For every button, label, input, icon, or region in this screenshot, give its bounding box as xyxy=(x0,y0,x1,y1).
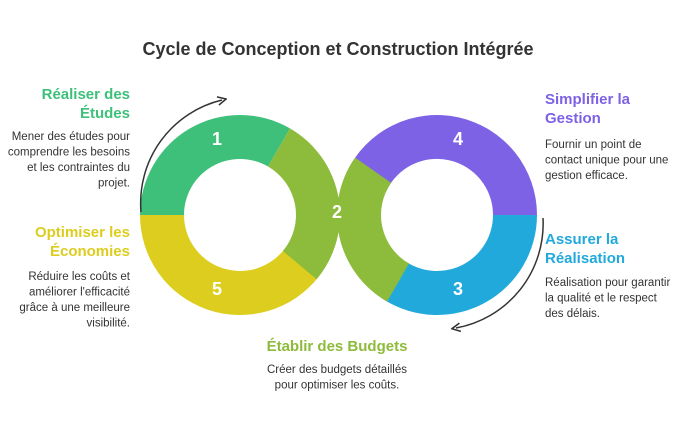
step-description: Réduire les coûts et xyxy=(28,271,130,283)
step-heading: Études xyxy=(80,105,130,122)
segment xyxy=(346,115,537,215)
step-description: la qualité et le respect xyxy=(545,293,658,305)
step-heading: Optimiser les xyxy=(35,224,130,241)
cycle-arrow xyxy=(456,217,544,328)
rings xyxy=(139,115,537,316)
step-description: Fournir un point de xyxy=(545,139,642,151)
step-description: comprendre les besoins xyxy=(8,147,130,159)
step-heading: Gestion xyxy=(545,110,601,127)
step-description: gestion efficace. xyxy=(545,170,628,182)
step-heading: Établir des Budgets xyxy=(267,338,408,355)
step-description: grâce à une meilleure xyxy=(19,302,130,314)
step-heading: Réalisation xyxy=(545,250,625,267)
step-description: visibilité. xyxy=(87,318,130,330)
step-description: Réalisation pour garantir xyxy=(545,277,670,289)
step-description: Mener des études pour xyxy=(12,131,130,143)
step-description: Créer des budgets détaillés xyxy=(267,364,407,376)
cycle-arrow xyxy=(139,100,222,213)
step-description: projet. xyxy=(98,178,130,190)
step-heading: Économies xyxy=(50,243,130,260)
step-number: 3 xyxy=(453,279,463,299)
step-description: améliorer l'efficacité xyxy=(29,287,130,299)
step-description: pour optimiser les coûts. xyxy=(275,380,400,392)
segment xyxy=(268,128,341,280)
step-number: 5 xyxy=(212,279,222,299)
segment xyxy=(140,115,290,215)
step-number: 2 xyxy=(332,202,342,222)
step-heading: Réaliser des xyxy=(42,86,130,103)
step-description: contact unique pour une xyxy=(545,155,668,167)
segment xyxy=(384,215,537,316)
step-heading: Simplifier la xyxy=(545,91,631,108)
step-heading: Assurer la xyxy=(545,231,619,248)
labels: 1 Réaliser des Études Mener des études pour… xyxy=(8,86,671,392)
segment xyxy=(139,215,319,316)
title: Cycle de Conception et Construction Inté… xyxy=(142,39,533,59)
segment xyxy=(336,157,409,302)
step-number: 1 xyxy=(212,129,222,149)
step-description: et les contraintes du xyxy=(27,162,130,174)
step-description: des délais. xyxy=(545,308,600,320)
step-number: 4 xyxy=(453,129,463,149)
